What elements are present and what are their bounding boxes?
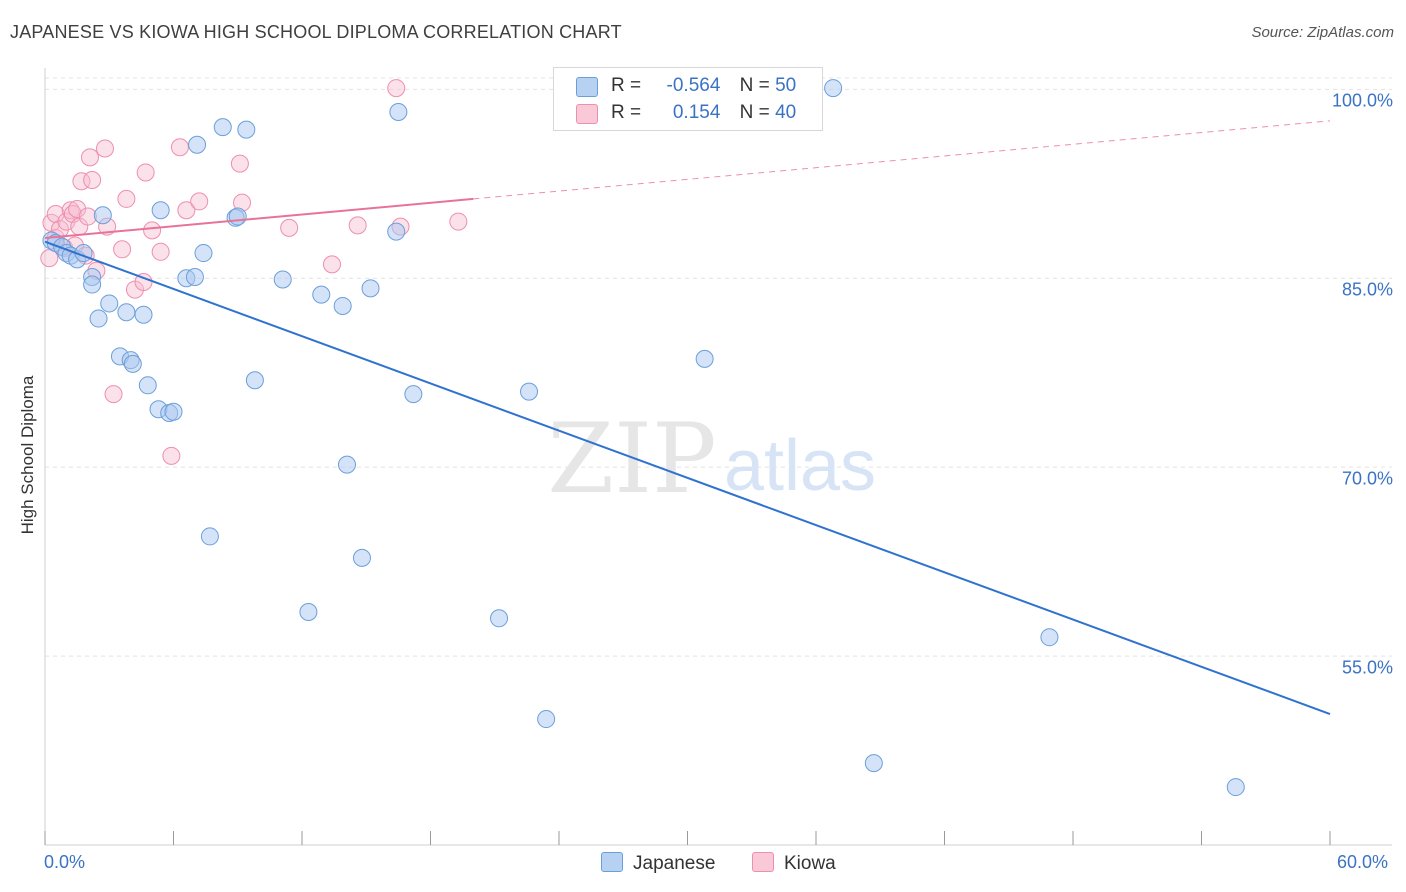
japanese-point xyxy=(361,279,380,298)
watermark-zip: ZIP xyxy=(547,403,716,515)
japanese-point xyxy=(312,285,331,304)
japanese-point xyxy=(245,371,264,390)
kiowa-point xyxy=(40,249,59,268)
japanese-points xyxy=(42,79,1245,797)
japanese-point xyxy=(89,309,108,328)
y-tick-label: 100.0% xyxy=(1331,90,1393,111)
japanese-point xyxy=(695,349,714,368)
trend-lines xyxy=(44,120,1331,715)
bottom-legend-japanese: Japanese xyxy=(601,852,715,875)
watermark-atlas: atlas xyxy=(724,426,876,506)
axes xyxy=(44,68,1392,846)
kiowa-point xyxy=(170,138,189,157)
japanese-point xyxy=(824,79,843,98)
kiowa-point xyxy=(136,163,155,182)
legend-n-label: N = xyxy=(739,102,770,123)
japanese-point xyxy=(490,609,509,628)
japanese-point xyxy=(404,385,423,404)
japanese-point xyxy=(117,303,136,322)
y-tick-label: 85.0% xyxy=(1341,279,1393,300)
japanese-point xyxy=(213,118,232,137)
legend-r-value: -0.564 xyxy=(666,75,721,96)
japanese-point xyxy=(333,296,352,315)
legend-n-value: 40 xyxy=(775,102,797,123)
kiowa-trend-line xyxy=(44,197,474,239)
kiowa-point xyxy=(387,79,406,98)
japanese-point xyxy=(123,354,142,373)
kiowa-point xyxy=(162,446,181,465)
japanese-point xyxy=(185,267,204,286)
y-tick-label: 55.0% xyxy=(1341,657,1393,678)
japanese-point xyxy=(134,305,153,324)
legend-n-label: N = xyxy=(739,75,770,96)
kiowa-point xyxy=(230,154,249,173)
kiowa-point xyxy=(95,139,114,158)
japanese-point xyxy=(520,382,539,401)
kiowa-point xyxy=(78,207,97,226)
kiowa-swatch xyxy=(576,104,598,124)
watermark: ZIP atlas xyxy=(547,403,876,515)
japanese-point xyxy=(237,120,256,139)
japanese-point xyxy=(273,270,292,289)
source-label: Source: ZipAtlas.com xyxy=(1251,24,1394,41)
japanese-point xyxy=(188,135,207,154)
japanese-point xyxy=(864,754,883,773)
japanese-point xyxy=(200,527,219,546)
kiowa-point xyxy=(280,218,299,237)
y-tick-label: 70.0% xyxy=(1341,468,1393,489)
japanese-point xyxy=(1040,628,1059,647)
legend-r-label: R = xyxy=(611,75,642,96)
japanese-point xyxy=(194,244,213,263)
japanese-swatch xyxy=(601,852,623,872)
legend-n-value: 50 xyxy=(775,75,797,96)
japanese-point xyxy=(387,222,406,241)
chart-title: JAPANESE VS KIOWA HIGH SCHOOL DIPLOMA CO… xyxy=(10,22,622,42)
japanese-point xyxy=(93,206,112,225)
kiowa-point xyxy=(190,192,209,211)
correlation-legend: R = -0.564 N = 50 R = 0.154 N = 40 xyxy=(553,67,823,131)
kiowa-point xyxy=(68,199,87,218)
kiowa-point xyxy=(143,221,162,240)
japanese-label: Japanese xyxy=(633,853,716,874)
japanese-point xyxy=(337,455,356,474)
kiowa-point xyxy=(113,240,132,259)
japanese-point xyxy=(83,275,102,294)
japanese-point xyxy=(299,603,318,622)
kiowa-point xyxy=(449,212,468,231)
x-tick-label-min: 0.0% xyxy=(44,852,86,872)
japanese-trend-line xyxy=(44,240,1331,715)
japanese-point xyxy=(352,548,371,567)
japanese-point xyxy=(151,201,170,220)
kiowa-point xyxy=(151,242,170,261)
japanese-point xyxy=(138,376,157,395)
kiowa-point xyxy=(348,216,367,235)
kiowa-trend-line-extension xyxy=(473,120,1331,200)
legend-r-label: R = xyxy=(611,102,642,123)
kiowa-points xyxy=(40,79,468,465)
legend-r-value: 0.154 xyxy=(672,102,721,123)
japanese-point xyxy=(100,294,119,313)
japanese-swatch xyxy=(576,77,598,97)
kiowa-point xyxy=(80,148,99,167)
kiowa-point xyxy=(177,201,196,220)
bottom-legend-kiowa: Kiowa xyxy=(752,852,836,875)
kiowa-label: Kiowa xyxy=(784,853,836,874)
japanese-point xyxy=(389,103,408,122)
x-tick-label-max: 60.0% xyxy=(1337,852,1389,872)
kiowa-point xyxy=(83,171,102,190)
japanese-point xyxy=(537,710,556,729)
kiowa-point xyxy=(117,189,136,208)
kiowa-swatch xyxy=(752,852,774,872)
japanese-point xyxy=(1226,778,1245,797)
kiowa-point xyxy=(322,255,341,274)
japanese-point xyxy=(228,207,247,226)
kiowa-point xyxy=(104,385,123,404)
japanese-point xyxy=(164,402,183,421)
